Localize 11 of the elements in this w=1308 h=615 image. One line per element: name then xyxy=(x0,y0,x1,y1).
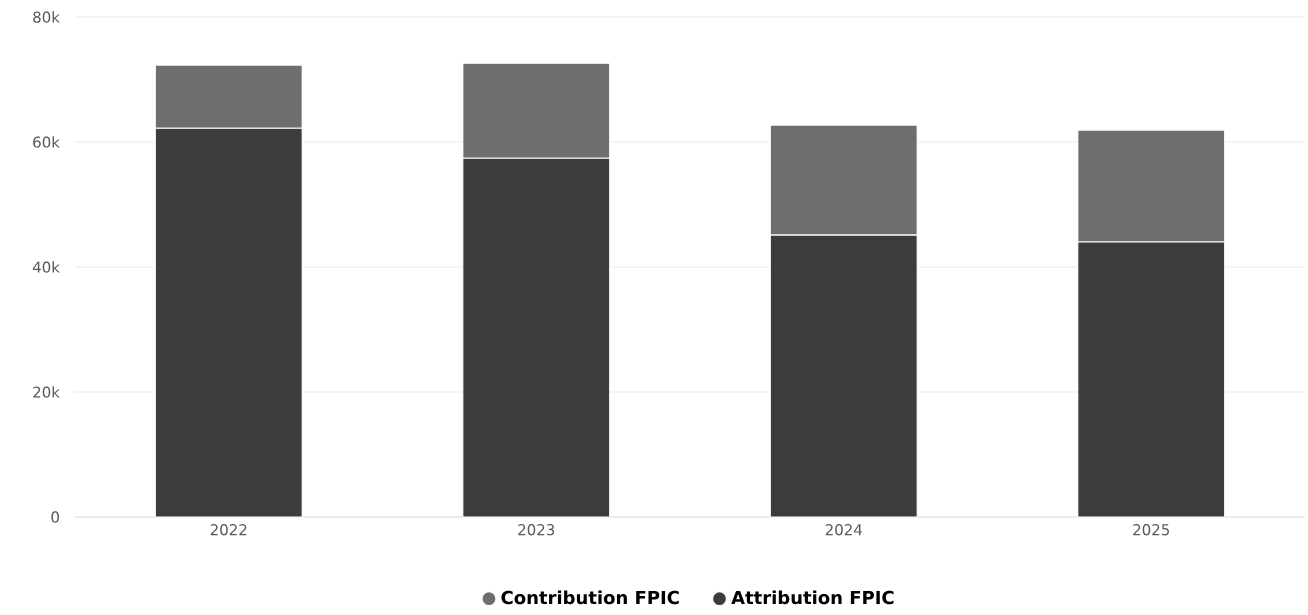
x-tick-label: 2024 xyxy=(825,524,862,536)
y-tick-label: 0 xyxy=(51,511,59,523)
y-tick-label: 20k xyxy=(33,386,60,398)
legend-label: Attribution FPIC xyxy=(731,590,894,605)
y-tick-label: 80k xyxy=(33,11,60,23)
legend-label: Contribution FPIC xyxy=(501,590,679,605)
x-tick-label: 2023 xyxy=(518,524,555,536)
y-tick-label: 60k xyxy=(33,136,60,148)
y-tick-label: 40k xyxy=(32,261,60,273)
x-tick-label: 2025 xyxy=(1133,524,1169,536)
x-tick-label: 2022 xyxy=(210,524,247,536)
